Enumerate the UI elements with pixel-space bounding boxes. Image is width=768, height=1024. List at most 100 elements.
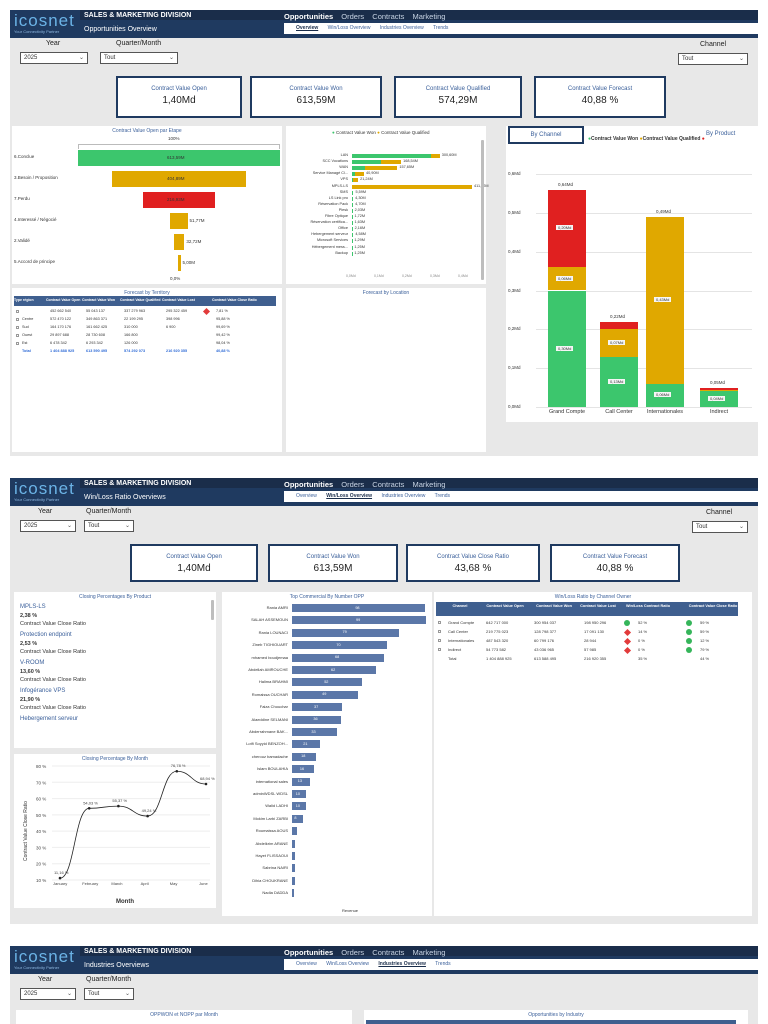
subtab-industries[interactable]: Industries Overview bbox=[379, 25, 424, 31]
subtab-overview[interactable]: Overview bbox=[296, 961, 317, 967]
row-expand-icon[interactable] bbox=[438, 621, 441, 624]
subtab-overview[interactable]: Overview bbox=[296, 493, 317, 499]
row-expand-icon[interactable] bbox=[16, 318, 19, 321]
tab-by-channel[interactable]: By Channel bbox=[508, 126, 584, 144]
product-value-label: 1,25M bbox=[354, 244, 365, 249]
year-select[interactable]: 2025 ⌄ bbox=[20, 520, 76, 532]
gridline bbox=[536, 174, 752, 175]
table-cell: 126 000 bbox=[124, 341, 138, 345]
product-bar-won bbox=[352, 190, 354, 195]
gridline bbox=[536, 290, 752, 292]
tab-orders[interactable]: Orders bbox=[341, 948, 365, 957]
product-bar-card: ● Contract Value Won ● Contract Value Qu… bbox=[286, 126, 489, 284]
page-winloss: icosnet Your Connectivity Partner SALES … bbox=[10, 478, 758, 924]
subtab-trends[interactable]: Trends bbox=[433, 25, 449, 31]
table-cell: 216 920 355 bbox=[166, 349, 188, 353]
subtab-winloss[interactable]: Win/Loss Overview bbox=[327, 25, 371, 31]
subtab-trends[interactable]: Trends bbox=[434, 493, 451, 499]
product-bar-won bbox=[352, 166, 366, 171]
commercial-bar bbox=[292, 790, 306, 798]
year-select[interactable]: 2025 ⌄ bbox=[20, 52, 88, 64]
segment-label: 0,07Md bbox=[608, 339, 626, 345]
tab-marketing[interactable]: Marketing bbox=[412, 12, 446, 21]
row-expand-icon[interactable] bbox=[438, 639, 441, 642]
funnel-stage-label: 4.Interessé / Négocié bbox=[14, 217, 57, 222]
tab-contracts[interactable]: Contracts bbox=[372, 948, 405, 957]
funnel-value-label: 404,89M bbox=[167, 176, 185, 181]
product-bar-qualified bbox=[365, 166, 398, 171]
quarter-select[interactable]: Tout ⌄ bbox=[100, 52, 178, 64]
stacked-bar-segment bbox=[700, 389, 738, 392]
commercial-name: Dihia CHOUKRANE bbox=[252, 877, 288, 883]
tab-opportunities[interactable]: Opportunities bbox=[284, 948, 334, 957]
subtab-industries[interactable]: Industries Overview bbox=[378, 961, 426, 967]
subtab-winloss[interactable]: Win/Loss Overview bbox=[326, 961, 370, 967]
total-label: 0,64Md bbox=[558, 181, 574, 187]
data-point[interactable] bbox=[87, 806, 91, 810]
y-tick: 0,5Md bbox=[508, 209, 521, 215]
row-expand-icon[interactable] bbox=[16, 310, 19, 313]
chevron-down-icon: ⌄ bbox=[738, 524, 744, 530]
tab-orders[interactable]: Orders bbox=[341, 12, 365, 21]
tab-opportunities[interactable]: Opportunities bbox=[284, 480, 334, 489]
stacked-bar-segment bbox=[600, 321, 638, 330]
product-bar-qualified bbox=[352, 184, 472, 189]
tab-marketing[interactable]: Marketing bbox=[412, 480, 446, 489]
chevron-down-icon: ⌄ bbox=[124, 991, 130, 997]
tab-orders[interactable]: Orders bbox=[341, 480, 365, 489]
channel-select[interactable]: Tout ⌄ bbox=[692, 521, 748, 533]
row-expand-icon[interactable] bbox=[438, 648, 441, 651]
year-select[interactable]: 2025 ⌄ bbox=[20, 988, 76, 1000]
row-expand-icon[interactable] bbox=[438, 630, 441, 633]
product-name: Hebergement serveur bbox=[20, 716, 79, 722]
quarter-select[interactable]: Tout ⌄ bbox=[84, 988, 134, 1000]
tab-opportunities[interactable]: Opportunities bbox=[284, 12, 334, 21]
year-label: Year bbox=[38, 508, 53, 515]
table-cell: 57 985 bbox=[584, 647, 597, 652]
table-cell: Sud bbox=[22, 325, 29, 329]
data-point[interactable] bbox=[58, 876, 62, 880]
tab-contracts[interactable]: Contracts bbox=[372, 480, 405, 489]
logo: icosnet bbox=[14, 11, 75, 30]
data-point[interactable] bbox=[146, 814, 149, 818]
product-value-label: 40,90M bbox=[366, 171, 379, 176]
product-label: LS Link pro bbox=[328, 195, 348, 200]
subtab-overview[interactable]: Overview bbox=[296, 25, 319, 31]
data-point[interactable] bbox=[175, 769, 179, 773]
scrollbar[interactable] bbox=[211, 600, 214, 620]
kpi-value: 40,88 % bbox=[581, 95, 619, 106]
table-header-cell: Contract Value Close Ratio bbox=[212, 298, 257, 302]
product-value-label: 4,30M bbox=[355, 195, 366, 200]
subtab-trends[interactable]: Trends bbox=[435, 961, 451, 967]
commercial-value: 18 bbox=[301, 754, 306, 759]
quarter-select[interactable]: Tout ⌄ bbox=[84, 520, 134, 532]
commercial-name: Sabrina NAIRI bbox=[262, 865, 288, 871]
table-header bbox=[436, 602, 738, 616]
commercial-name: cherouz bamadache bbox=[251, 753, 288, 759]
table-cell: 574 292 073 bbox=[124, 349, 146, 353]
row-expand-icon[interactable] bbox=[16, 342, 19, 345]
kpi-value: 43,68 % bbox=[454, 563, 492, 574]
product-bar-won bbox=[352, 160, 382, 165]
axis-tick: 0,1Md bbox=[374, 274, 384, 278]
data-point[interactable] bbox=[204, 782, 208, 786]
row-expand-icon[interactable] bbox=[16, 334, 19, 337]
y-tick: 0,2Md bbox=[508, 326, 521, 332]
year-label: Year bbox=[38, 976, 53, 983]
subtab-bar bbox=[284, 491, 758, 502]
tab-marketing[interactable]: Marketing bbox=[412, 948, 446, 957]
subtab-industries[interactable]: Industries Overview bbox=[381, 493, 426, 499]
row-expand-icon[interactable] bbox=[16, 326, 19, 329]
kpi-forecast: Contract Value Forecast 40,88 % bbox=[534, 76, 666, 118]
subtab-winloss[interactable]: Win/Loss Overview bbox=[326, 493, 373, 499]
page-title: Win/Loss Ratio Overviews bbox=[84, 494, 166, 501]
tab-by-product[interactable]: By Product bbox=[706, 131, 736, 137]
scrollbar[interactable] bbox=[481, 140, 484, 280]
channel-label: Channel bbox=[706, 509, 733, 516]
channel-select[interactable]: Tout ⌄ bbox=[678, 53, 748, 65]
funnel-bar bbox=[173, 234, 185, 250]
data-point[interactable] bbox=[117, 804, 120, 808]
subtab-bar bbox=[284, 959, 758, 970]
tab-contracts[interactable]: Contracts bbox=[372, 12, 405, 21]
location-card: Forecast by Location bbox=[286, 288, 486, 452]
